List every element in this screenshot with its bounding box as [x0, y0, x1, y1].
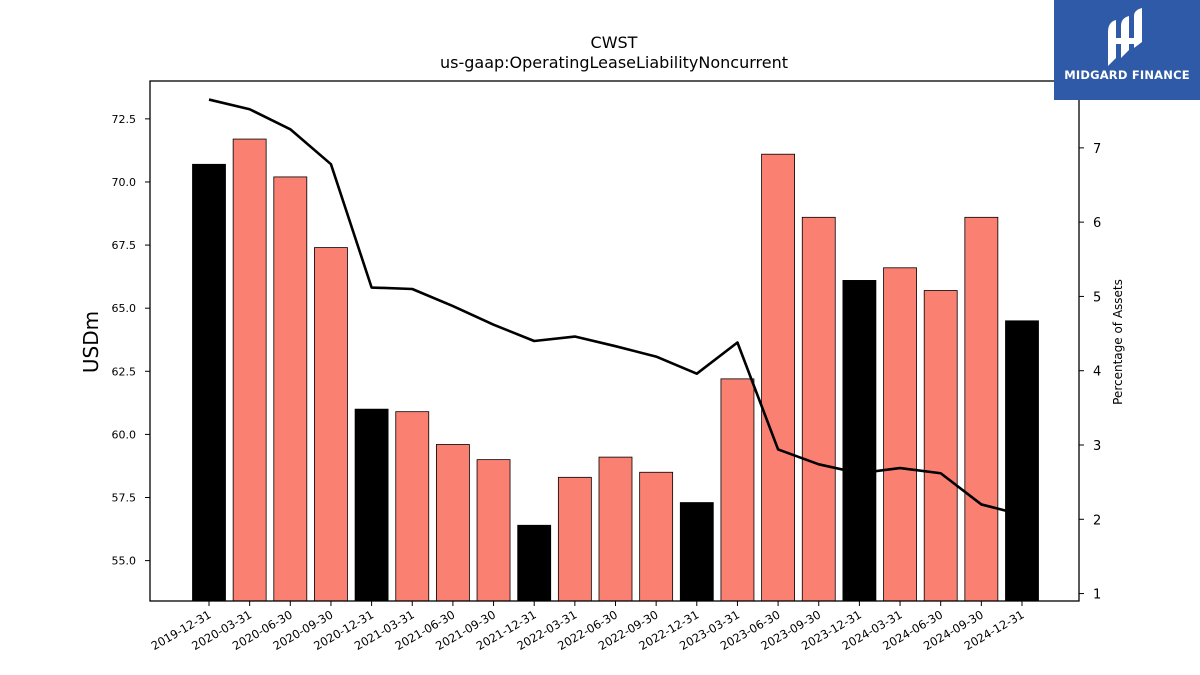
bar	[801, 216, 836, 602]
y-tick-label: 62.5	[112, 365, 137, 378]
bar	[883, 267, 917, 602]
brand-logo-badge: MIDGARD FINANCE	[1054, 0, 1200, 100]
y2-tick-label: 7	[1093, 142, 1101, 157]
y2-tick-label: 3	[1093, 439, 1101, 454]
bar	[435, 444, 470, 602]
y-tick-label: 55.0	[112, 555, 137, 568]
bar	[923, 290, 958, 602]
y-tick-label: 70.0	[112, 176, 137, 189]
bar	[598, 456, 633, 602]
y-tick-label: 67.5	[112, 239, 137, 252]
bar	[720, 378, 755, 602]
bar	[557, 476, 592, 602]
bar	[679, 502, 714, 602]
bar	[964, 216, 999, 602]
midgard-logo-icon	[1108, 8, 1142, 66]
bar	[1005, 320, 1039, 602]
plot-frame	[149, 80, 1080, 602]
plot-area: 55.057.560.062.565.067.570.072.512345672…	[112, 80, 1101, 653]
bar	[476, 459, 511, 602]
y2-tick-label: 1	[1093, 588, 1101, 603]
bar	[354, 408, 389, 602]
percentage-line	[208, 98, 1023, 517]
y-tick-label: 57.5	[112, 492, 137, 505]
y2-tick-label: 6	[1093, 216, 1101, 231]
brand-name: MIDGARD FINANCE	[1064, 68, 1190, 82]
bar	[639, 471, 674, 602]
chart-subtitle: us-gaap:OperatingLeaseLiabilityNoncurren…	[440, 53, 788, 72]
y2-tick-label: 4	[1093, 365, 1101, 380]
y-tick-label: 72.5	[112, 113, 137, 126]
chart-title: CWST	[591, 33, 638, 52]
bar	[232, 138, 267, 602]
y2-tick-label: 2	[1093, 513, 1101, 528]
bar	[395, 411, 430, 602]
y-tick-label: 60.0	[112, 428, 137, 441]
y2-tick-label: 5	[1093, 290, 1101, 305]
bar	[761, 153, 795, 602]
bar	[192, 163, 226, 602]
bar	[517, 524, 552, 602]
y2-axis-label: Percentage of Assets	[1111, 279, 1125, 405]
bar	[314, 247, 348, 602]
y-tick-label: 65.0	[112, 302, 137, 315]
y-axis-label: USDm	[79, 311, 103, 373]
bar	[273, 176, 308, 602]
bar	[842, 280, 877, 602]
